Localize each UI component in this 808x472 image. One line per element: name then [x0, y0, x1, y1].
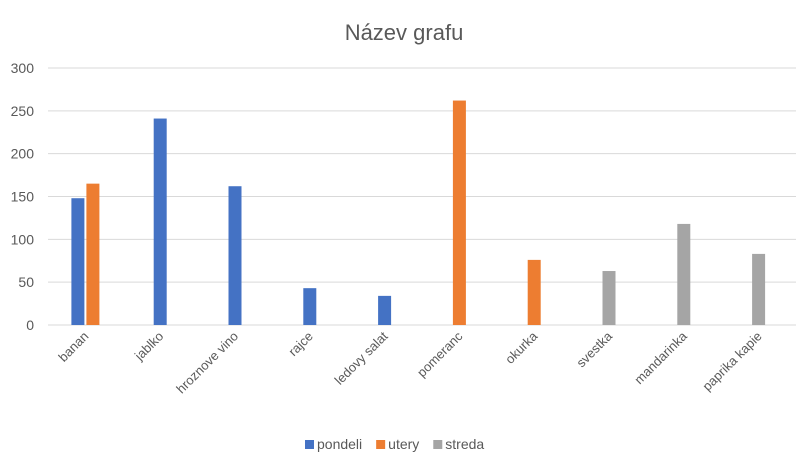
x-tick-label: rajce	[285, 329, 316, 360]
y-tick-label: 50	[18, 274, 34, 290]
x-tick-label: okurka	[502, 328, 541, 367]
bar-pondeli-jablko	[153, 118, 167, 325]
bar-utery-pomeranc	[452, 100, 466, 325]
legend-swatch	[433, 440, 443, 449]
x-tick-label: ledovy salat	[332, 328, 391, 387]
bar-pondeli-banan	[71, 198, 85, 325]
legend-label: streda	[445, 436, 484, 452]
bar-streda-paprika-kapie	[752, 253, 766, 325]
x-tick-label: hroznove vino	[173, 329, 241, 397]
bar-utery-banan	[86, 183, 100, 325]
x-tick-label: mandarinka	[631, 328, 690, 387]
bar-layer	[71, 100, 766, 325]
x-tick-labels: banan jablko hroznove vino rajce ledovy sala…	[55, 328, 764, 396]
legend-swatch	[376, 440, 386, 449]
y-tick-label: 250	[11, 103, 35, 119]
x-tick-label: paprika kapie	[699, 329, 764, 394]
legend: pondeli utery streda	[305, 436, 484, 452]
bar-pondeli-ledovy-salat	[378, 295, 392, 325]
y-tick-label: 200	[11, 146, 35, 162]
chart-title: Název grafu	[345, 20, 464, 45]
y-tick-label: 100	[11, 231, 35, 247]
y-tick-labels: 0 50 100 150 200 250 300	[11, 60, 35, 333]
y-tick-label: 300	[11, 60, 35, 76]
x-tick-label: pomeranc	[414, 328, 466, 380]
legend-label: utery	[388, 436, 419, 452]
bar-streda-svestka	[602, 271, 616, 325]
grid-layer	[48, 67, 796, 326]
x-tick-label: banan	[55, 329, 91, 365]
legend-swatch	[305, 440, 314, 449]
legend-label: pondeli	[317, 436, 362, 452]
y-tick-label: 0	[26, 317, 34, 333]
bar-streda-mandarinka	[677, 223, 691, 325]
bar-pondeli-hroznove-vino	[228, 186, 242, 325]
y-tick-label: 150	[11, 189, 35, 205]
x-tick-label: jablko	[131, 329, 166, 364]
bar-pondeli-rajce	[303, 288, 317, 325]
bar-utery-okurka	[527, 259, 541, 325]
x-tick-label: svestka	[573, 328, 615, 370]
